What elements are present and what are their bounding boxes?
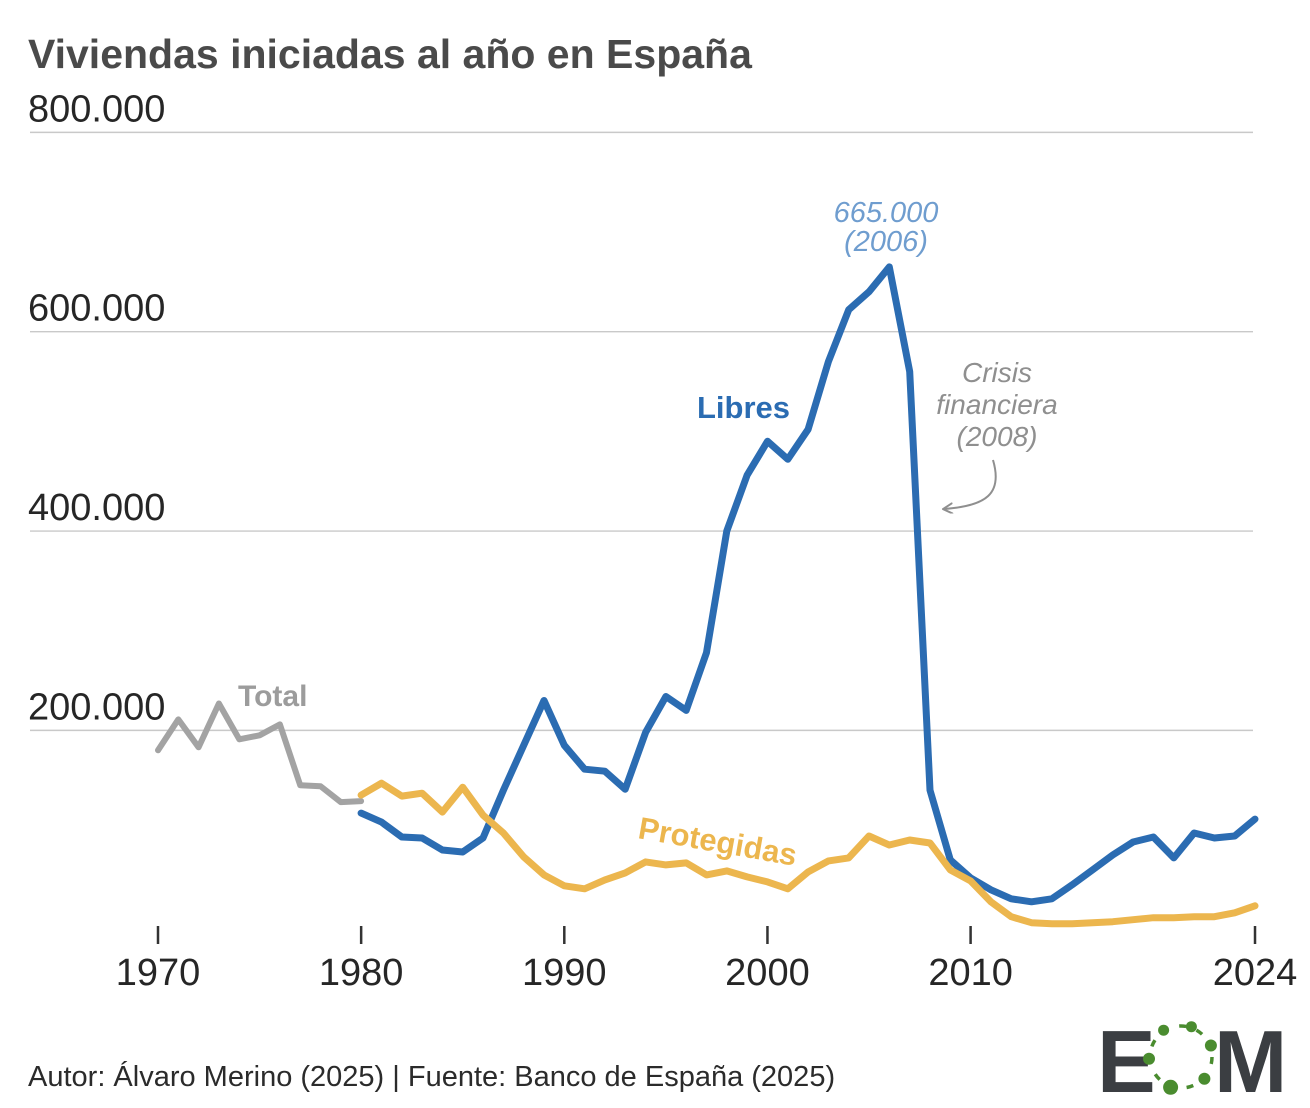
series-protegidas-line — [357, 779, 1259, 928]
series-total-line — [155, 700, 365, 806]
eom-logo-dot — [1158, 1024, 1170, 1036]
annotation-crisis-line1: Crisis — [962, 357, 1032, 388]
eom-logo-dot — [1204, 1039, 1217, 1052]
annotation-peak-year: (2006) — [844, 226, 928, 258]
x-axis-label: 2000 — [725, 952, 810, 994]
annotation-crisis-line2: financiera — [936, 389, 1057, 420]
annotation-crisis-line3: (2008) — [957, 421, 1038, 452]
eom-logo-dot — [1163, 1079, 1179, 1095]
page-title: Viviendas iniciadas al año en España — [28, 31, 753, 77]
y-axis-label: 400.000 — [28, 487, 165, 529]
annotation-peak-value: 665.000 — [834, 197, 939, 229]
x-axis-label: 1980 — [319, 952, 404, 994]
eom-logo-dot — [1185, 1021, 1197, 1033]
eom-logo-dot — [1198, 1072, 1211, 1085]
x-axis: 1970 1980 1990 2000 2010 2024 — [116, 926, 1298, 994]
y-axis-label: 200.000 — [28, 686, 165, 728]
x-axis-label: 1970 — [116, 952, 201, 994]
series-label-total: Total — [238, 680, 307, 713]
eom-logo-letter-m: M — [1214, 1012, 1287, 1108]
series-label-libres: Libres — [697, 390, 790, 425]
eom-logo-dot — [1143, 1052, 1155, 1065]
credits-text: Autor: Álvaro Merino (2025) | Fuente: Ba… — [28, 1060, 835, 1093]
x-axis-label: 2024 — [1213, 952, 1298, 994]
crisis-arrow — [944, 459, 997, 509]
series-libres-line — [357, 263, 1259, 906]
x-axis-label: 1990 — [522, 952, 607, 994]
eom-logo: E M — [1097, 1012, 1287, 1108]
eom-logo-o-icon — [1143, 1021, 1217, 1095]
y-axis-label: 600.000 — [28, 288, 165, 330]
x-axis-label: 2010 — [928, 952, 1013, 994]
gridlines: 800.000 600.000 400.000 200.000 — [28, 88, 1253, 732]
y-axis-label: 800.000 — [28, 88, 165, 130]
eom-logo-ring — [1148, 1024, 1214, 1090]
